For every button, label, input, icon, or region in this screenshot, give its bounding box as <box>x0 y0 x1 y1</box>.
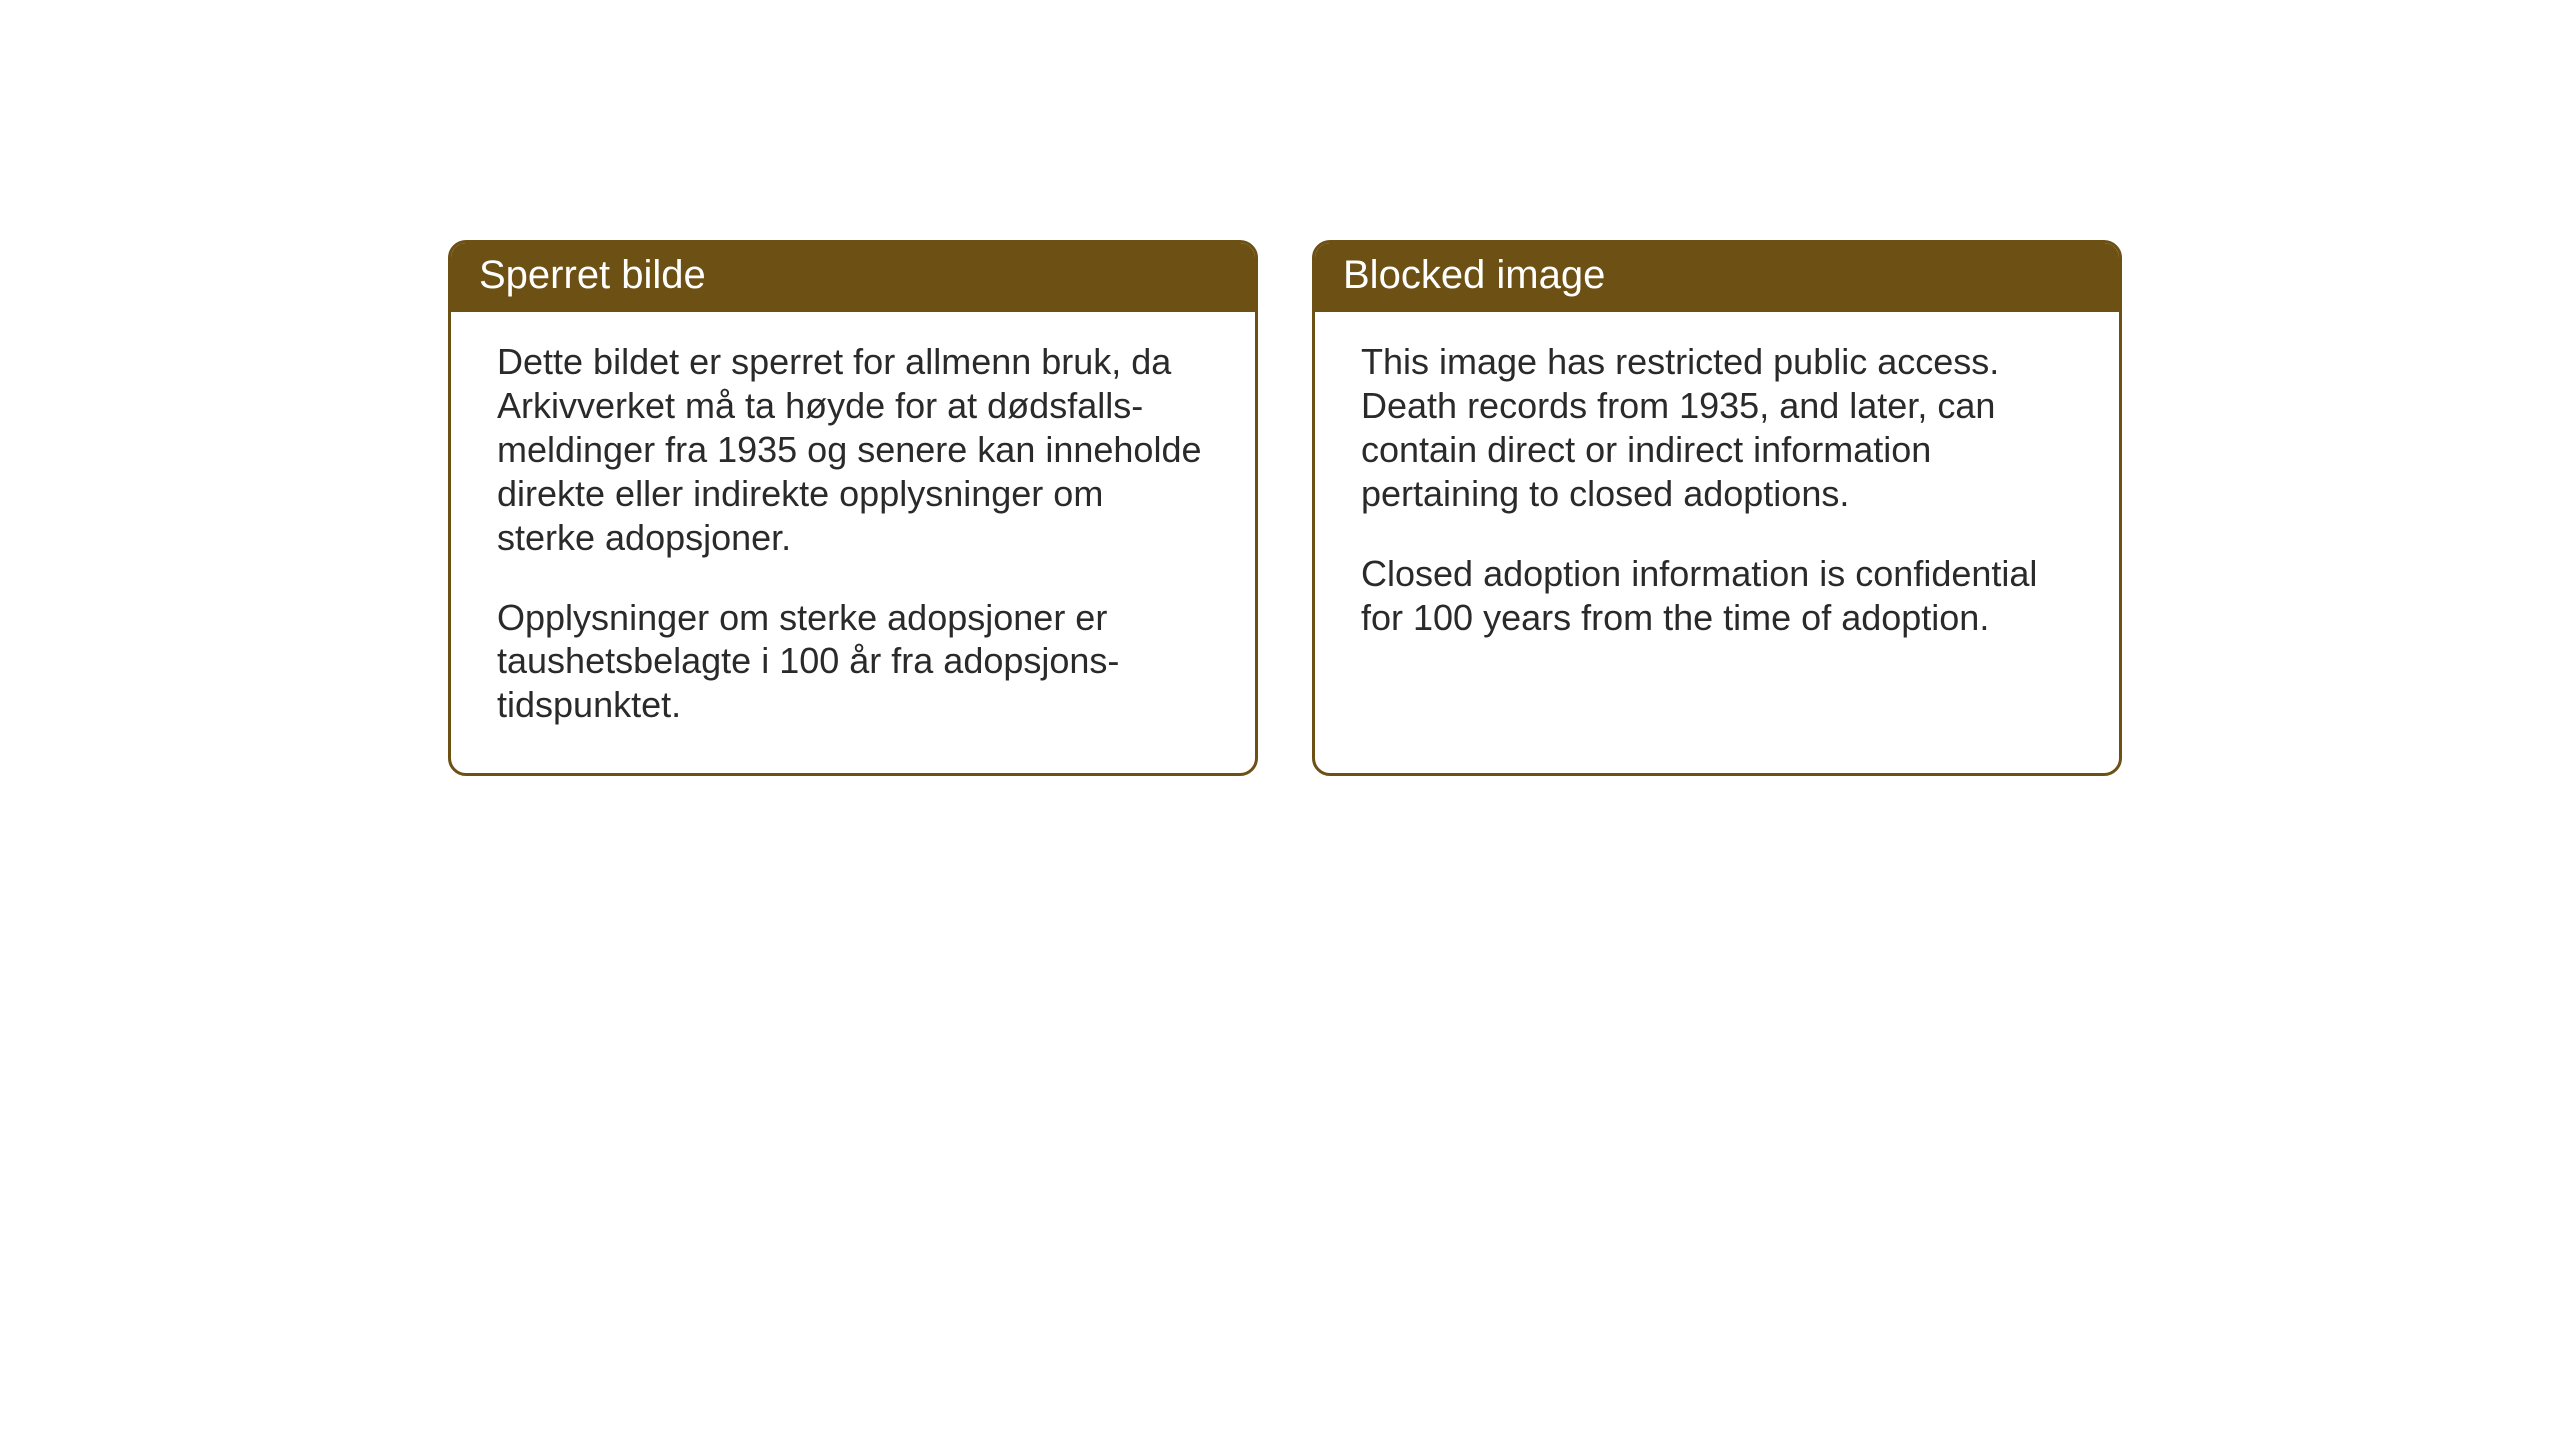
norwegian-paragraph-1: Dette bildet er sperret for allmenn bruk… <box>497 340 1209 560</box>
notice-container: Sperret bilde Dette bildet er sperret fo… <box>448 240 2122 776</box>
english-card-header: Blocked image <box>1315 243 2119 312</box>
english-card: Blocked image This image has restricted … <box>1312 240 2122 776</box>
norwegian-card-header: Sperret bilde <box>451 243 1255 312</box>
english-paragraph-2: Closed adoption information is confident… <box>1361 552 2073 640</box>
norwegian-card-body: Dette bildet er sperret for allmenn bruk… <box>451 312 1255 773</box>
norwegian-card: Sperret bilde Dette bildet er sperret fo… <box>448 240 1258 776</box>
english-paragraph-1: This image has restricted public access.… <box>1361 340 2073 516</box>
english-card-body: This image has restricted public access.… <box>1315 312 2119 685</box>
norwegian-card-title: Sperret bilde <box>479 253 706 297</box>
norwegian-paragraph-2: Opplysninger om sterke adopsjoner er tau… <box>497 596 1209 728</box>
english-card-title: Blocked image <box>1343 253 1605 297</box>
